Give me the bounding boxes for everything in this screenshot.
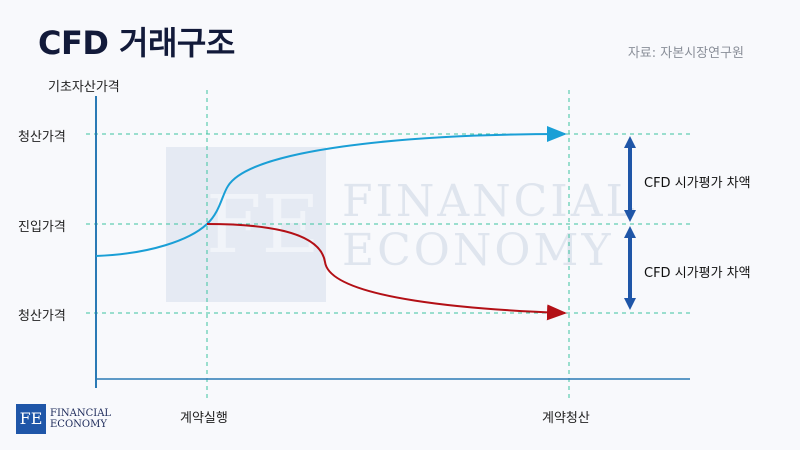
watermark-line2: ECONOMY xyxy=(342,225,614,276)
brand-logo-line1: FINANCIAL xyxy=(50,408,112,419)
y-label-settle-top: 청산가격 xyxy=(18,130,66,145)
watermark-line1: FINANCIAL xyxy=(342,176,638,227)
brand-logo: FE xyxy=(16,404,46,434)
diff-arrow-upper xyxy=(624,136,636,222)
rising-price-curve xyxy=(95,126,567,257)
page-title: CFD 거래구조 xyxy=(38,24,235,62)
y-axis-title: 기초자산가격 xyxy=(48,80,120,95)
falling-price-curve xyxy=(206,223,567,321)
diff-label-lower: CFD 시가평가 차액 xyxy=(644,266,751,281)
brand-logo-line2: ECONOMY xyxy=(50,419,107,430)
y-label-entry: 진입가격 xyxy=(18,220,66,235)
brand-logo-text: FINANCIAL ECONOMY xyxy=(50,408,111,430)
diff-arrow-lower xyxy=(624,226,636,310)
x-label-contract-exec: 계약실행 xyxy=(180,411,228,426)
y-label-settle-bottom: 청산가격 xyxy=(18,309,66,324)
diff-label-upper: CFD 시가평가 차액 xyxy=(644,176,751,191)
x-label-contract-settle: 계약청산 xyxy=(542,411,590,426)
source-note: 자료: 자본시장연구원 xyxy=(627,46,744,61)
